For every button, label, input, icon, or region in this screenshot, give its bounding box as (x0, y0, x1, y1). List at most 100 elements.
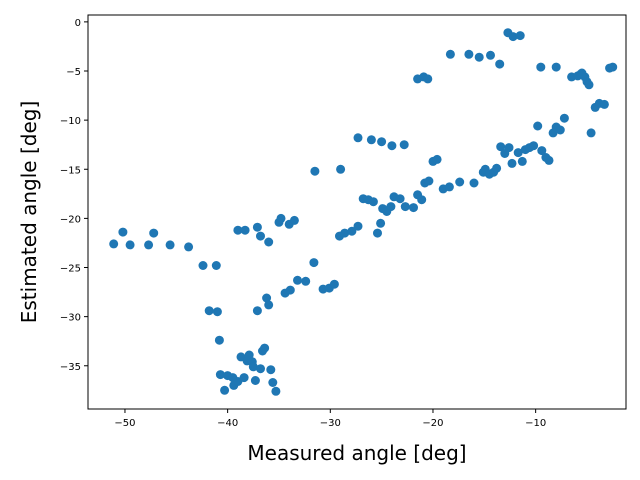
data-point (486, 50, 495, 60)
data-point (529, 141, 539, 151)
data-point (551, 62, 561, 72)
data-point (239, 373, 249, 383)
data-point (455, 177, 465, 187)
data-point (347, 226, 357, 236)
data-point (149, 228, 159, 238)
data-point (464, 49, 474, 59)
data-point (513, 148, 523, 158)
data-point (536, 62, 546, 72)
data-point (517, 156, 527, 166)
data-point (310, 166, 320, 176)
data-point (366, 135, 376, 145)
data-point (285, 285, 295, 295)
data-point (264, 237, 274, 247)
data-point (214, 335, 224, 345)
data-point (329, 279, 339, 289)
data-point (586, 128, 596, 138)
data-point (387, 141, 397, 151)
data-point (395, 194, 405, 204)
y-tick-label: −35 (60, 362, 81, 373)
data-point (533, 121, 543, 131)
plot-frame (87, 14, 627, 410)
data-point (508, 32, 518, 42)
data-point (204, 306, 214, 316)
data-point (424, 176, 434, 186)
data-point (417, 195, 427, 205)
y-tick-label: −15 (60, 165, 81, 176)
data-point (584, 80, 594, 90)
data-point (423, 74, 433, 84)
x-tick-label: −40 (217, 418, 238, 429)
y-tick-label: −20 (60, 214, 81, 225)
data-point (492, 163, 502, 173)
data-point (240, 225, 250, 235)
data-point (301, 276, 311, 286)
data-point (353, 133, 363, 143)
data-point (233, 225, 243, 235)
data-point (409, 203, 418, 213)
data-point (109, 239, 119, 249)
data-point (256, 364, 265, 374)
data-point (445, 49, 455, 59)
data-point (118, 227, 128, 237)
data-point (353, 221, 363, 231)
data-point (244, 350, 254, 360)
data-point (215, 370, 225, 380)
scatter-points (109, 28, 618, 396)
data-point (474, 52, 484, 62)
data-point (211, 261, 221, 270)
data-point (469, 178, 479, 188)
data-point (559, 113, 569, 123)
data-point (252, 222, 262, 232)
data-point (256, 231, 265, 241)
data-point (262, 293, 272, 303)
data-point (377, 137, 387, 147)
data-point (248, 362, 258, 372)
data-point (212, 307, 222, 317)
data-point (220, 385, 230, 395)
data-point (608, 62, 618, 72)
x-tick-label: −10 (525, 418, 546, 429)
data-point (266, 365, 276, 375)
data-point (555, 125, 565, 135)
y-tick-label: −10 (60, 116, 81, 127)
x-axis-ticks: −50 −40 −30 −20 −10 (114, 409, 546, 429)
data-point (544, 155, 554, 165)
data-point (432, 154, 442, 164)
data-point (198, 261, 208, 270)
y-tick-label: 0 (75, 18, 81, 29)
data-point (184, 242, 194, 252)
y-tick-label: −25 (60, 264, 81, 275)
data-point (599, 99, 609, 109)
data-point (537, 146, 547, 156)
data-point (504, 143, 514, 153)
y-tick-label: −30 (60, 313, 81, 324)
data-point (260, 343, 270, 353)
data-point (400, 202, 410, 212)
data-point (274, 217, 284, 227)
data-point (250, 376, 260, 385)
data-point (515, 31, 525, 41)
y-axis-ticks: 0 −5 −10 −15 −20 −25 −30 −35 (60, 18, 88, 373)
data-point (340, 228, 350, 238)
data-point (144, 240, 154, 250)
data-point (368, 197, 378, 207)
data-point (268, 378, 278, 387)
data-point (373, 228, 382, 238)
data-point (293, 275, 302, 285)
y-tick-label: −5 (66, 67, 81, 78)
data-point (577, 68, 587, 78)
data-point (507, 158, 517, 168)
data-point (399, 140, 409, 150)
data-point (376, 218, 386, 228)
data-point (165, 240, 175, 250)
data-point (495, 59, 505, 69)
x-tick-label: −30 (320, 418, 341, 429)
data-point (125, 240, 135, 250)
data-point (289, 215, 299, 225)
data-point (252, 306, 262, 316)
data-point (271, 386, 281, 396)
data-point (496, 142, 506, 152)
